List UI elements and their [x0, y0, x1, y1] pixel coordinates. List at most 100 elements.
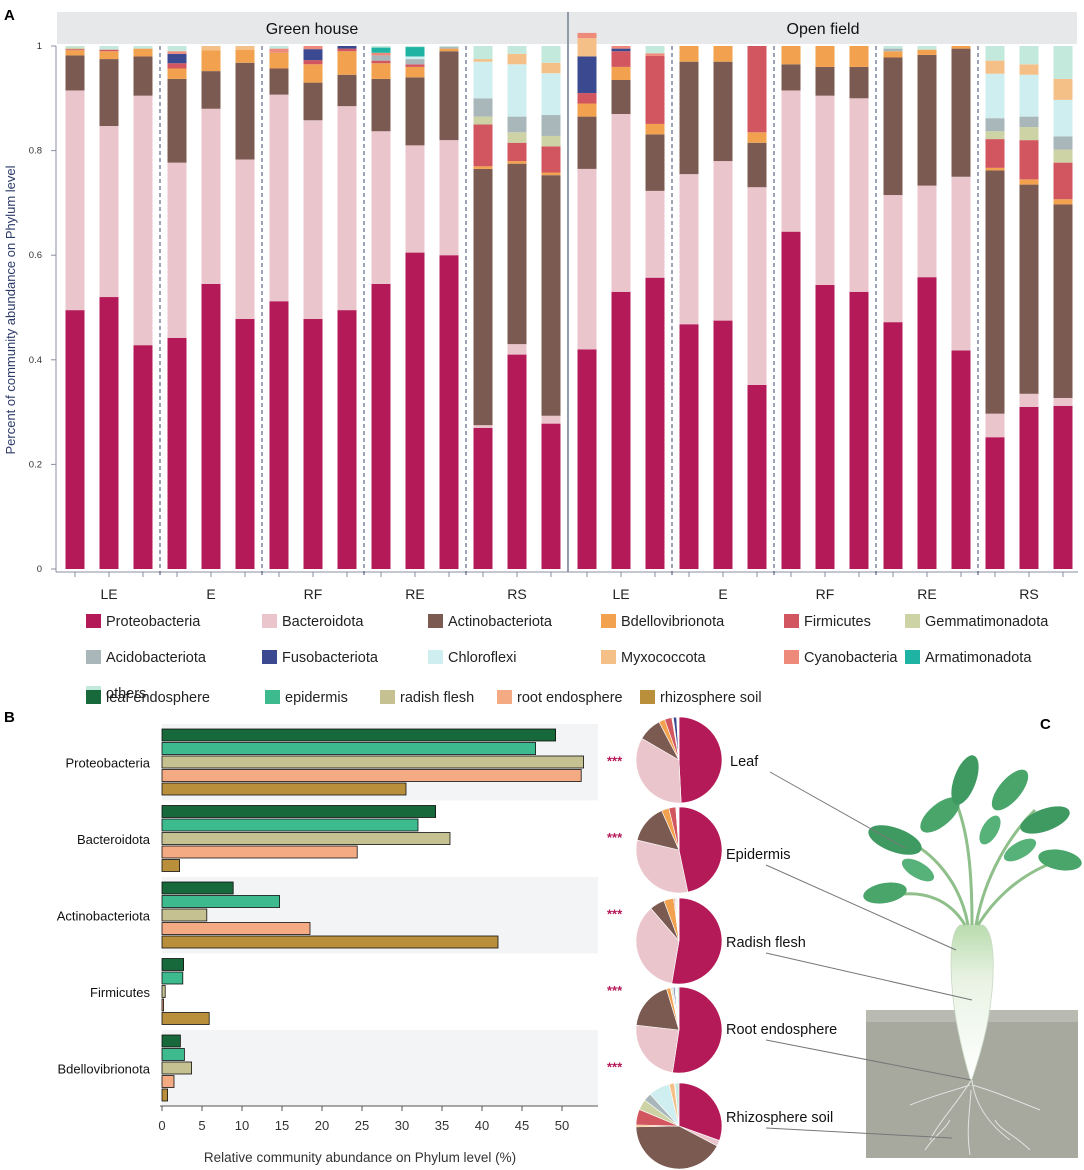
- legend-label: rhizosphere soil: [660, 690, 762, 706]
- leader-line: [765, 1127, 953, 1139]
- bar-segment-gemmatimonadota: [1053, 149, 1073, 163]
- bar-segment-bacteroidota: [883, 195, 903, 323]
- bar-radish-flesh: [161, 1061, 193, 1075]
- bar-segment-firmicutes: [167, 63, 187, 69]
- bar-segment-bacteroidota: [1019, 393, 1039, 407]
- bar-segment-proteobacteria: [337, 310, 357, 569]
- legend-swatch: [86, 690, 101, 704]
- bar-segment-bacteroidota: [439, 140, 459, 256]
- bar-segment-actinobacteriota: [985, 170, 1005, 414]
- bar-segment-actinobacteriota: [645, 134, 665, 191]
- bar-segment-cyanobacteria: [269, 48, 289, 53]
- bar-segment-firmicutes: [99, 49, 119, 52]
- legend-label: leaf endosphere: [106, 690, 210, 706]
- bar-segment-myxococcota: [1019, 64, 1039, 75]
- bar-segment-actinobacteriota: [235, 62, 255, 160]
- legend-swatch: [784, 614, 799, 628]
- bar-segment-bdellovibrionota: [1053, 199, 1073, 205]
- bar-segment-chloroflexi: [985, 73, 1005, 119]
- bar-segment-bacteroidota: [133, 95, 153, 346]
- bar-leaf-endosphere: [161, 1034, 181, 1048]
- bar-segment-actinobacteriota: [371, 78, 391, 132]
- bar-segment-others: [1053, 46, 1073, 79]
- group-label: RF: [304, 586, 323, 602]
- bar-segment-others: [99, 46, 119, 50]
- bar-segment-proteobacteria: [611, 291, 631, 569]
- bar-segment-acidobacteriota: [1019, 116, 1039, 128]
- x-tick-label: 30: [395, 1118, 409, 1133]
- bar-segment-proteobacteria: [917, 277, 937, 569]
- bar-segment-bacteroidota: [201, 108, 221, 284]
- bar-segment-bacteroidota: [405, 145, 425, 253]
- bar-segment-bacteroidota: [167, 162, 187, 338]
- bar-segment-actinobacteriota: [167, 78, 187, 163]
- bar-radish-flesh: [161, 832, 451, 845]
- bar-segment-others: [507, 46, 527, 54]
- bar-segment-actinobacteriota: [951, 48, 971, 177]
- bar-root-endosphere: [161, 922, 311, 935]
- bar-segment-cyanobacteria: [303, 46, 323, 50]
- significance-marker: ***: [607, 830, 623, 845]
- bar-segment-proteobacteria: [849, 291, 869, 569]
- x-axis-label-b: Relative community abundance on Phylum l…: [204, 1150, 516, 1165]
- bar-segment-proteobacteria: [1053, 405, 1073, 569]
- bar-segment-bacteroidota: [99, 126, 119, 298]
- facet-strip-green-house: [57, 12, 567, 44]
- legend-swatch: [601, 614, 616, 628]
- pie-slice-proteobacteria: [672, 986, 723, 1074]
- bar-segment-actinobacteriota: [849, 66, 869, 99]
- bar-segment-acidobacteriota: [473, 98, 493, 117]
- bar-segment-myxococcota: [473, 59, 493, 62]
- legend-swatch: [905, 650, 920, 664]
- legend-swatch: [262, 650, 277, 664]
- bar-segment-others: [371, 46, 391, 48]
- bar-segment-armatimonadota: [405, 47, 425, 57]
- bar-segment-proteobacteria: [235, 319, 255, 569]
- bar-segment-acidobacteriota: [1053, 136, 1073, 150]
- bar-segment-actinobacteriota: [713, 61, 733, 162]
- bar-segment-acidobacteriota: [985, 118, 1005, 132]
- significance-marker: ***: [607, 906, 623, 921]
- bar-segment-acidobacteriota: [371, 55, 391, 61]
- legend-label: radish flesh: [400, 690, 474, 706]
- bar-segment-bacteroidota: [577, 168, 597, 350]
- bar-segment-actinobacteriota: [303, 82, 323, 121]
- x-tick-label: 0: [158, 1118, 165, 1133]
- bar-segment-actinobacteriota: [611, 79, 631, 114]
- legend-label: Chloroflexi: [448, 650, 517, 666]
- x-tick-label: 45: [515, 1118, 529, 1133]
- bar-segment-firmicutes: [337, 48, 357, 52]
- bar-root-endosphere: [161, 998, 164, 1012]
- bar-segment-bacteroidota: [713, 161, 733, 321]
- pie-slice-actinobacteriota: [635, 1125, 718, 1170]
- bar-segment-actinobacteriota: [917, 54, 937, 186]
- bar-segment-proteobacteria: [133, 345, 153, 569]
- radish-illustration: [863, 755, 1082, 1158]
- pie-slice-others: [674, 1082, 680, 1127]
- legend-label: Acidobacteriota: [106, 650, 207, 666]
- bar-segment-proteobacteria: [99, 297, 119, 569]
- bar-segment-others: [269, 46, 289, 49]
- bar-segment-cyanobacteria: [371, 52, 391, 56]
- bar-segment-bacteroidota: [611, 113, 631, 292]
- legend-swatch: [86, 614, 101, 628]
- bar-segment-firmicutes: [645, 55, 665, 124]
- pie-slice-bacteroidota: [635, 839, 689, 894]
- y-tick-label: 1: [37, 41, 42, 52]
- group-label: RE: [405, 586, 424, 602]
- bar-segment-proteobacteria: [577, 349, 597, 569]
- bar-segment-proteobacteria: [65, 310, 85, 569]
- x-tick-label: 20: [315, 1118, 329, 1133]
- pie-slice-bacteroidota: [635, 737, 682, 804]
- bar-epidermis: [161, 895, 280, 908]
- bar-segment-bdellovibrionota: [781, 46, 801, 65]
- bar-segment-bacteroidota: [917, 185, 937, 278]
- bar-segment-bdellovibrionota: [507, 161, 527, 164]
- bar-root-endosphere: [161, 1075, 175, 1088]
- bar-segment-actinobacteriota: [679, 61, 699, 175]
- bar-segment-myxococcota: [507, 53, 527, 65]
- bar-segment-chloroflexi: [473, 61, 493, 99]
- y-tick-label: 0: [37, 564, 42, 575]
- bar-segment-fusobacteriota: [167, 53, 187, 64]
- bar-segment-bdellovibrionota: [577, 103, 597, 117]
